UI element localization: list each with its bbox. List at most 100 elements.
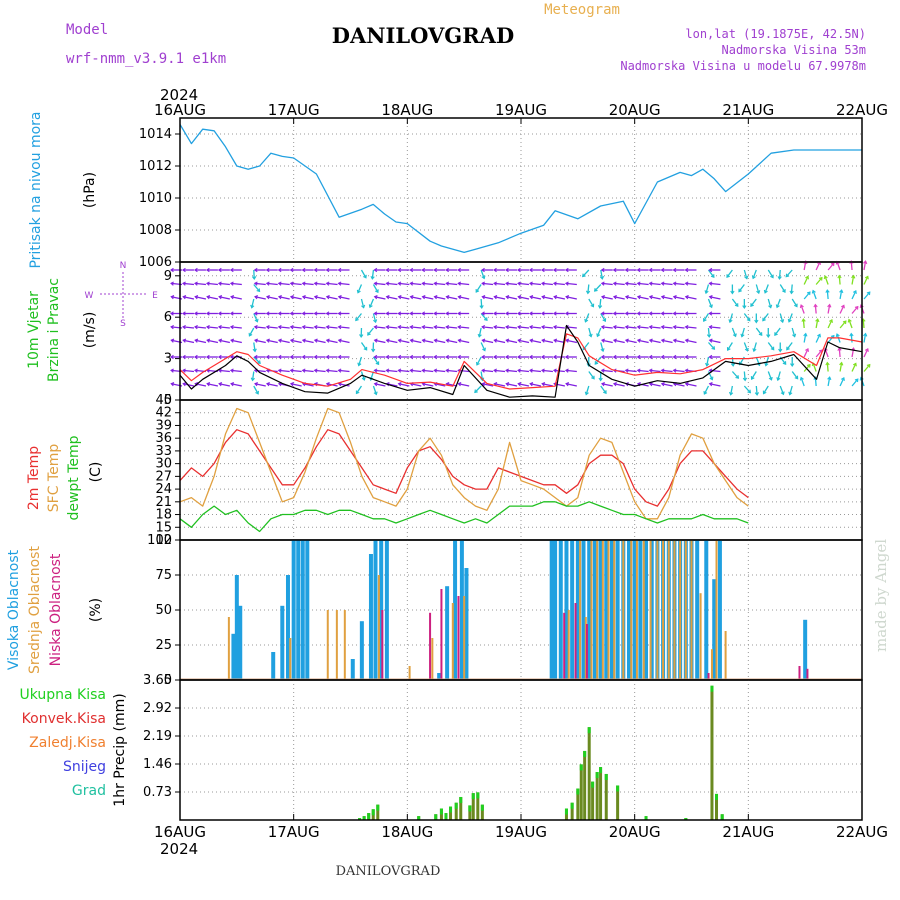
wind-arrow-head (480, 377, 485, 382)
x-tick-label-bottom: 20AUG (609, 823, 661, 841)
wind-arrow (755, 385, 758, 396)
wind-arrow (779, 313, 784, 323)
wind-arrow (422, 369, 434, 373)
wind-arrow-head (254, 318, 259, 323)
wind-arrow (851, 275, 855, 285)
wind-arrow-head (229, 281, 234, 286)
y-tick-label: 100 (147, 533, 172, 548)
wind-arrow (422, 326, 434, 329)
wind-arrow (862, 318, 865, 329)
precip-bar-top (459, 796, 463, 803)
wind-arrow-head (482, 347, 486, 352)
panel-wind: 0 3 6 9 10m Vjetar Brzina i Pravac (m/s) N E S W (26, 260, 871, 408)
cloud-bar (440, 589, 443, 680)
wind-arrow-head (229, 354, 234, 360)
wind-arrow-head (252, 276, 257, 280)
wind-arrow (613, 326, 625, 329)
wind-arrow-head (792, 333, 797, 338)
wind-arrow-head (433, 267, 438, 273)
wind-arrow-head (277, 324, 282, 330)
cloud-bar (234, 575, 239, 680)
wind-arrow (767, 269, 774, 278)
wind-arrow-head (355, 317, 359, 322)
wind-arrow (803, 291, 811, 300)
wind-arrow-head (493, 295, 498, 300)
wind-arrow (398, 383, 410, 387)
wind-arrow (434, 282, 446, 286)
wind-arrow-head (193, 267, 198, 273)
station-title: DANILOVGRAD (332, 23, 514, 48)
wind-arrow-head (603, 390, 607, 395)
wind-arrow (230, 326, 242, 329)
wind-arrow-head (596, 333, 601, 338)
cloud-bar (373, 540, 378, 680)
wind-arrow (369, 298, 375, 308)
dir-legend-s: S (120, 319, 126, 329)
wind-arrow (434, 296, 446, 300)
x-tick-label-bottom: 22AUG (836, 823, 888, 841)
y-tick-label: 45 (155, 393, 172, 408)
wind-arrow-head (205, 311, 210, 316)
wind-arrow-head (325, 311, 330, 316)
wind-arrow-head (217, 281, 222, 286)
wind-arrow-head (768, 376, 773, 381)
wind-arrow-head (778, 348, 783, 353)
y-tick-label: 0 (164, 393, 172, 408)
wind-arrow (786, 342, 793, 351)
wind-arrow-head (866, 291, 871, 296)
wind-arrow-head (746, 317, 751, 322)
wind-arrow-head (624, 368, 629, 373)
wind-arrow (750, 371, 757, 380)
cloud-bar (457, 596, 460, 680)
wind-arrow (182, 369, 195, 373)
wind-arrow (707, 342, 715, 350)
y-tick-label: 75 (155, 568, 172, 583)
wind-arrow-head (552, 368, 557, 373)
temp-label-1: SFC Temp (46, 444, 62, 513)
wind-arrow (434, 369, 446, 373)
wind-arrow (371, 269, 375, 280)
x-tick-label-bottom: 18AUG (381, 823, 433, 841)
cloud-bar (724, 631, 727, 680)
wind-arrow-head (457, 295, 462, 300)
wind-arrow (673, 383, 685, 387)
wind-arrow-head (170, 354, 174, 360)
wind-arrow-head (277, 295, 282, 300)
wind-arrow-head (684, 338, 689, 343)
wind-arrow-head (230, 295, 235, 300)
wind-arrow-head (385, 368, 390, 373)
wind-arrow-head (457, 338, 462, 343)
wind-arrow-head (194, 368, 198, 373)
wind-arrow-head (803, 332, 808, 337)
wind-arrow-head (373, 319, 378, 324)
wind-arrow-head (600, 311, 605, 316)
wind-arrow (253, 385, 259, 395)
dir-legend-e: E (152, 291, 158, 301)
wind-arrow (863, 364, 871, 372)
wind-arrow-head (529, 324, 533, 330)
wind-arrow-head (257, 360, 261, 365)
cloud-bar (601, 540, 604, 680)
wind-arrow-head (373, 311, 378, 316)
wind-arrow-head (708, 338, 713, 343)
wind-arrow (774, 327, 781, 336)
wind-arrow-head (182, 295, 187, 300)
wind-arrow-head (409, 281, 414, 286)
wind-arrow-head (301, 281, 306, 286)
wind-arrow-head (170, 324, 174, 330)
wind-arrow-head (253, 311, 258, 316)
wind-arrow (789, 385, 793, 395)
model-name: wrf-nmm_v3.9.1 e1km (66, 51, 226, 67)
wind-arrow (625, 369, 637, 373)
wind-arrow-head (337, 295, 342, 300)
wind-arrow-head (433, 324, 438, 330)
wind-arrow-head (813, 303, 818, 308)
wind-arrow (738, 284, 745, 293)
wind-arrow (827, 262, 835, 271)
wind-arrow-head (597, 305, 603, 309)
wind-arrow-head (852, 362, 857, 367)
precip-bar-top (367, 813, 371, 820)
wind-arrow-head (552, 281, 557, 286)
wind-arrow-head (359, 334, 364, 338)
